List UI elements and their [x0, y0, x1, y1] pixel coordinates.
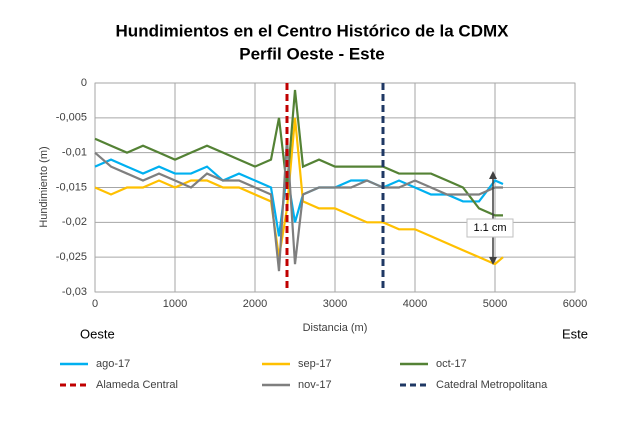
- annotation-box: [466, 218, 514, 238]
- y-tick-label: -0,02: [62, 216, 87, 228]
- legend-label: oct-17: [436, 358, 467, 370]
- series-line: [94, 89, 503, 217]
- chart-title: Hundimientos en el Centro Histórico de l…: [116, 21, 510, 40]
- x-tick-label: 0: [92, 298, 98, 310]
- x-tick-label: 6000: [563, 298, 587, 310]
- y-axis-title: Hundimiento (m): [38, 146, 50, 227]
- legend-label: ago-17: [96, 358, 130, 370]
- chart-subtitle: Perfil Oeste - Este: [239, 44, 385, 63]
- x-axis-title: Distancia (m): [303, 322, 368, 334]
- y-tick-label: 0: [81, 77, 87, 89]
- series-line: [94, 138, 503, 272]
- legend-label: nov-17: [298, 379, 332, 391]
- x-tick-label: 3000: [323, 298, 347, 310]
- legend-label: sep-17: [298, 358, 332, 370]
- y-tick-label: -0,03: [62, 286, 87, 298]
- annotation: Oeste: [80, 326, 115, 341]
- annotation: 1.1 cm: [473, 222, 506, 234]
- y-tick-label: -0,025: [56, 251, 87, 263]
- y-tick-label: -0,005: [56, 112, 87, 124]
- y-tick-label: -0,01: [62, 147, 87, 159]
- legend-label: Catedral Metropolitana: [436, 379, 548, 391]
- x-tick-label: 2000: [243, 298, 267, 310]
- y-tick-label: -0,015: [56, 181, 87, 193]
- series-line: [94, 158, 504, 237]
- x-tick-label: 5000: [483, 298, 507, 310]
- annotation: Este: [562, 326, 588, 341]
- legend-label: Alameda Central: [96, 379, 178, 391]
- series-line: [94, 117, 504, 266]
- x-tick-label: 4000: [403, 298, 427, 310]
- x-tick-label: 1000: [163, 298, 187, 310]
